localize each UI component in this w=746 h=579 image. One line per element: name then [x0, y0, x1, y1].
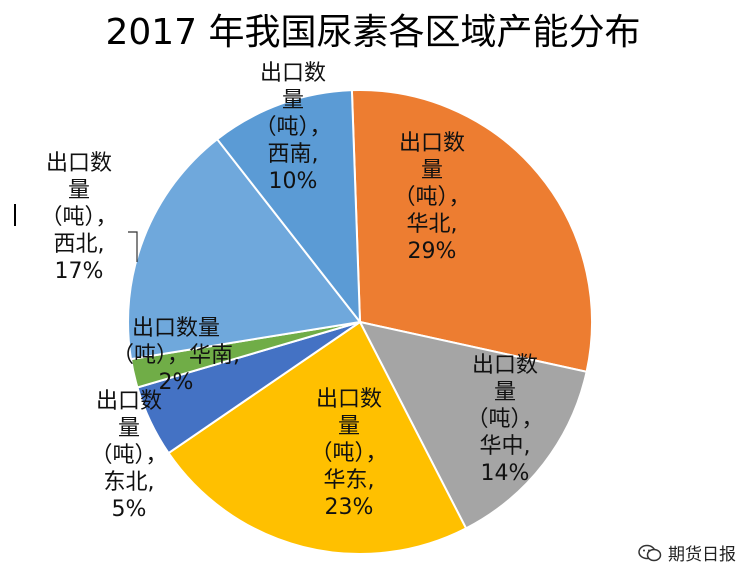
watermark-text: 期货日报	[668, 545, 736, 565]
chart-title: 2017 年我国尿素各区域产能分布	[105, 12, 641, 53]
data-label-4: 出口数量 （吨），华南, 2%	[112, 316, 240, 395]
pie-slice-5	[126, 137, 362, 361]
wechat-icon	[638, 544, 662, 561]
data-label-6: 出口数 量 （吨）， 西南, 10%	[254, 61, 332, 194]
pie-slice-2	[167, 320, 468, 555]
watermark: 期货日报	[638, 540, 736, 565]
data-label-1: 出口数 量 （吨）， 华中, 14%	[466, 353, 544, 486]
leader-line	[128, 231, 138, 262]
data-label-2: 出口数 量 （吨）， 华东, 23%	[310, 387, 388, 520]
pie-slice-0	[350, 89, 594, 374]
pie-slice-1	[358, 320, 588, 530]
left-edge-mark	[14, 204, 16, 226]
data-label-3: 出口数 量 （吨）， 东北, 5%	[90, 389, 168, 522]
pie-slice-6	[215, 89, 362, 326]
data-label-5: 出口数 量 （吨）， 西北, 17%	[40, 151, 118, 284]
data-label-0: 出口数 量 （吨）， 华北, 29%	[393, 131, 471, 264]
